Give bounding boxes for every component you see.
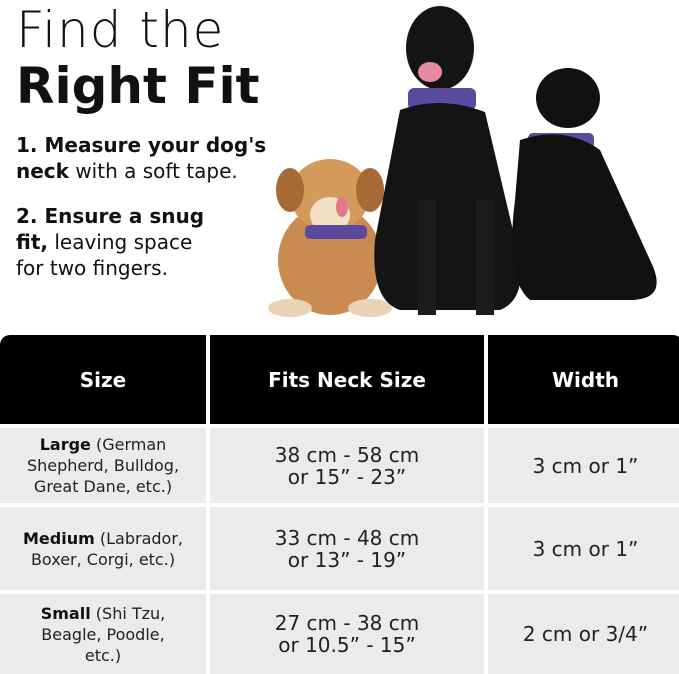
step-2-rest: leaving space for two fingers.	[16, 230, 193, 280]
header-size: Size	[0, 335, 206, 424]
neck-in: or 13” - 19”	[287, 547, 407, 572]
header-width: Width	[488, 335, 679, 424]
row-small-neck: 27 cm - 38 cm or 10.5” - 15”	[210, 594, 484, 674]
step-2: 2. Ensure a snug fit, leaving space for …	[16, 203, 216, 281]
row-small-size: Small (Shi Tzu, Beagle, Poodle, etc.)	[0, 594, 206, 674]
title-line-2: Right Fit	[16, 57, 260, 115]
step-1-bold: 1. Measure your dog's neck	[16, 133, 267, 183]
row-large-size: Large (German Shepherd, Bulldog, Great D…	[0, 428, 206, 503]
row-medium-neck: 33 cm - 48 cm or 13” - 19”	[210, 507, 484, 590]
row-medium-size: Medium (Labrador, Boxer, Corgi, etc.)	[0, 507, 206, 590]
row-medium-width: 3 cm or 1”	[488, 507, 679, 590]
size-label: Large	[39, 435, 91, 454]
neck-in: or 15” - 23”	[287, 464, 407, 489]
breeds: (Labrador, Boxer, Corgi, etc.)	[30, 528, 183, 569]
row-small-width: 2 cm or 3/4”	[488, 594, 679, 674]
breeds: (Shi Tzu, Beagle, Poodle, etc.)	[41, 603, 166, 665]
neck-cm: 33 cm - 48 cm	[274, 525, 420, 550]
row-large-neck: 38 cm - 58 cm or 15” - 23”	[210, 428, 484, 503]
step-1-rest: with a soft tape.	[68, 159, 238, 183]
neck-cm: 27 cm - 38 cm	[274, 611, 420, 635]
size-label: Medium	[23, 528, 95, 548]
size-chart-table: Size Fits Neck Size Width Large (German …	[0, 335, 679, 674]
header-neck-size: Fits Neck Size	[210, 335, 484, 424]
neck-cm: 38 cm - 58 cm	[274, 442, 420, 467]
black-spitz-dog	[512, 68, 657, 300]
small-tan-dog	[268, 159, 392, 317]
size-label: Small	[40, 603, 91, 623]
row-large-width: 3 cm or 1”	[488, 428, 679, 503]
neck-in: or 10.5” - 15”	[278, 633, 416, 657]
dogs-photo	[268, 6, 657, 317]
step-1: 1. Measure your dog's neck with a soft t…	[16, 132, 286, 184]
large-black-labrador	[374, 6, 521, 315]
breeds: (German Shepherd, Bulldog, Great Dane, e…	[26, 435, 180, 496]
title-line-1: Find the	[16, 1, 225, 59]
step-2-bold: 2. Ensure a snug fit,	[16, 204, 205, 254]
